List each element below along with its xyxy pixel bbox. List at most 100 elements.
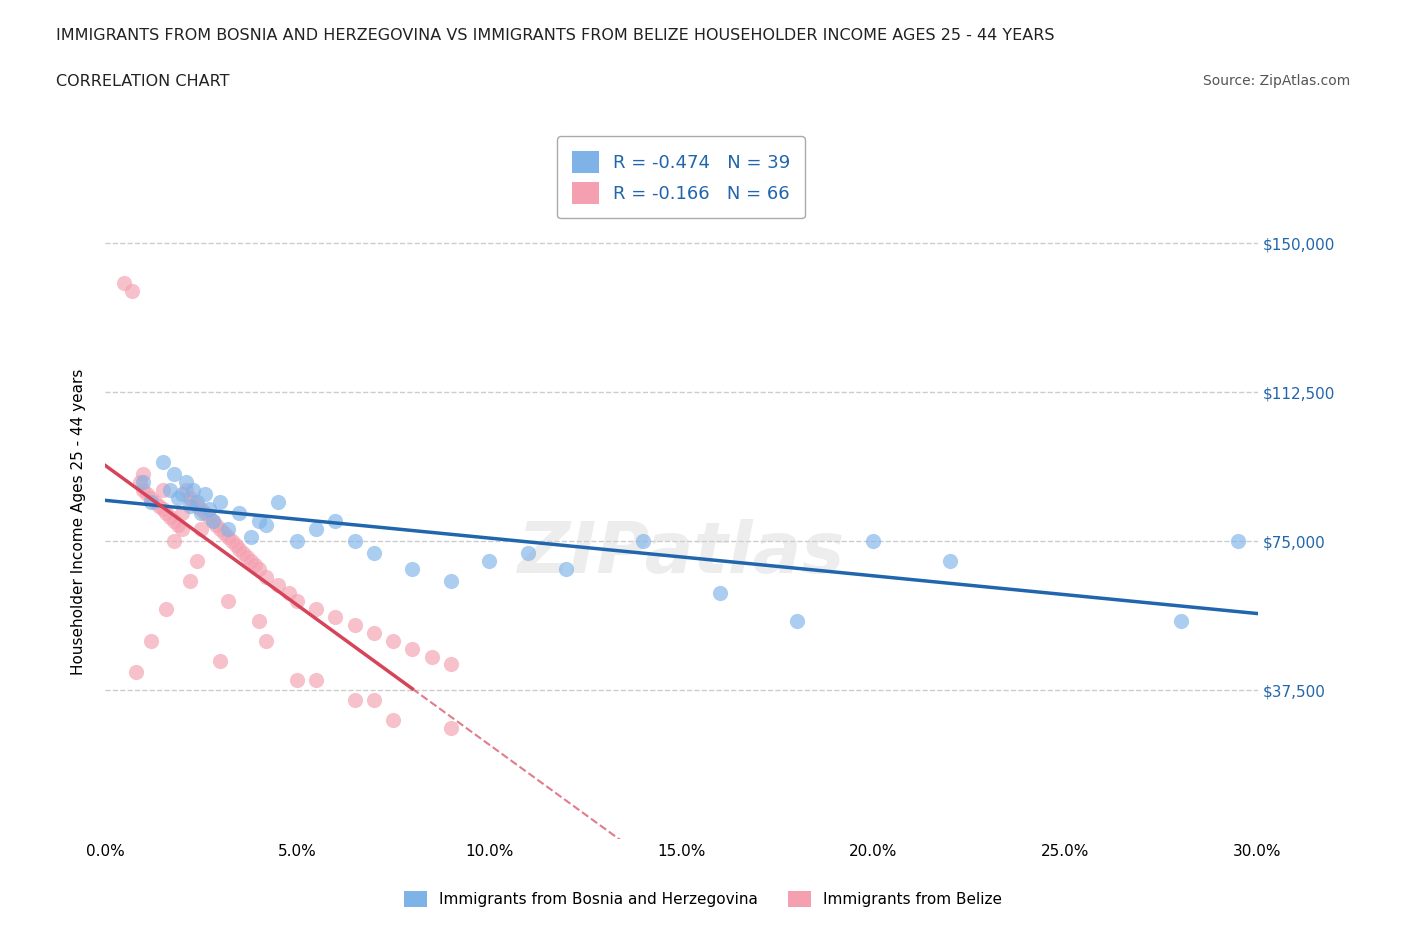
Point <box>148 498 170 513</box>
Point <box>152 502 174 517</box>
Point <box>247 514 270 529</box>
Legend: R = -0.474   N = 39, R = -0.166   N = 66: R = -0.474 N = 39, R = -0.166 N = 66 <box>557 136 806 219</box>
Point <box>939 553 962 568</box>
Point <box>197 502 219 517</box>
Point <box>163 514 186 529</box>
Point <box>240 553 263 568</box>
Point <box>247 562 270 577</box>
Point <box>159 510 181 525</box>
Point <box>170 506 193 521</box>
Y-axis label: Householder Income Ages 25 - 44 years: Householder Income Ages 25 - 44 years <box>72 368 86 674</box>
Point <box>254 569 277 584</box>
Point <box>555 562 578 577</box>
Point <box>285 593 308 608</box>
Point <box>201 514 224 529</box>
Text: IMMIGRANTS FROM BOSNIA AND HERZEGOVINA VS IMMIGRANTS FROM BELIZE HOUSEHOLDER INC: IMMIGRANTS FROM BOSNIA AND HERZEGOVINA V… <box>56 28 1054 43</box>
Point <box>159 482 181 497</box>
Point <box>197 510 219 525</box>
Text: Source: ZipAtlas.com: Source: ZipAtlas.com <box>1202 74 1350 88</box>
Point <box>343 693 366 708</box>
Point <box>155 602 177 617</box>
Point <box>139 490 162 505</box>
Point <box>325 609 347 624</box>
Point <box>228 542 250 557</box>
Point <box>186 494 208 509</box>
Point <box>201 514 224 529</box>
Point <box>194 486 217 501</box>
Point <box>382 633 405 648</box>
Point <box>152 455 174 470</box>
Point <box>163 534 186 549</box>
Point <box>132 466 155 481</box>
Point <box>155 506 177 521</box>
Point <box>709 586 731 601</box>
Point <box>163 466 186 481</box>
Point <box>217 522 239 537</box>
Point <box>174 474 197 489</box>
Point <box>862 534 884 549</box>
Point <box>440 721 463 736</box>
Point <box>278 586 301 601</box>
Point <box>285 673 308 688</box>
Point <box>132 474 155 489</box>
Point <box>247 613 270 628</box>
Text: ZIPatlas: ZIPatlas <box>517 519 845 588</box>
Point <box>190 506 212 521</box>
Point <box>420 649 443 664</box>
Point <box>1227 534 1250 549</box>
Point <box>305 522 328 537</box>
Point <box>631 534 654 549</box>
Point <box>786 613 808 628</box>
Point <box>128 474 150 489</box>
Point <box>285 534 308 549</box>
Point <box>183 482 205 497</box>
Point <box>209 522 232 537</box>
Point <box>305 602 328 617</box>
Point <box>217 530 239 545</box>
Point <box>236 550 259 565</box>
Point <box>186 498 208 513</box>
Point <box>401 562 423 577</box>
Point <box>143 494 166 509</box>
Point <box>225 538 247 552</box>
Legend: Immigrants from Bosnia and Herzegovina, Immigrants from Belize: Immigrants from Bosnia and Herzegovina, … <box>398 884 1008 913</box>
Point <box>194 506 217 521</box>
Point <box>167 490 190 505</box>
Point <box>139 633 162 648</box>
Point <box>125 665 148 680</box>
Point <box>325 514 347 529</box>
Point <box>440 657 463 671</box>
Point <box>228 506 250 521</box>
Point <box>305 673 328 688</box>
Point <box>240 530 263 545</box>
Point <box>174 482 197 497</box>
Point <box>382 712 405 727</box>
Point <box>232 546 254 561</box>
Point <box>186 553 208 568</box>
Point <box>179 490 201 505</box>
Point <box>179 574 201 589</box>
Text: CORRELATION CHART: CORRELATION CHART <box>56 74 229 89</box>
Point <box>205 518 228 533</box>
Point <box>363 693 385 708</box>
Point <box>440 574 463 589</box>
Point <box>267 578 290 592</box>
Point <box>1170 613 1192 628</box>
Point <box>152 482 174 497</box>
Point <box>170 486 193 501</box>
Point <box>343 618 366 632</box>
Point <box>183 494 205 509</box>
Point <box>170 522 193 537</box>
Point <box>121 284 143 299</box>
Point <box>212 525 235 540</box>
Point <box>217 593 239 608</box>
Point <box>139 494 162 509</box>
Point <box>221 534 243 549</box>
Point <box>112 275 135 290</box>
Point <box>179 498 201 513</box>
Point <box>243 558 266 573</box>
Point <box>190 502 212 517</box>
Point <box>516 546 538 561</box>
Point <box>136 486 159 501</box>
Point <box>190 522 212 537</box>
